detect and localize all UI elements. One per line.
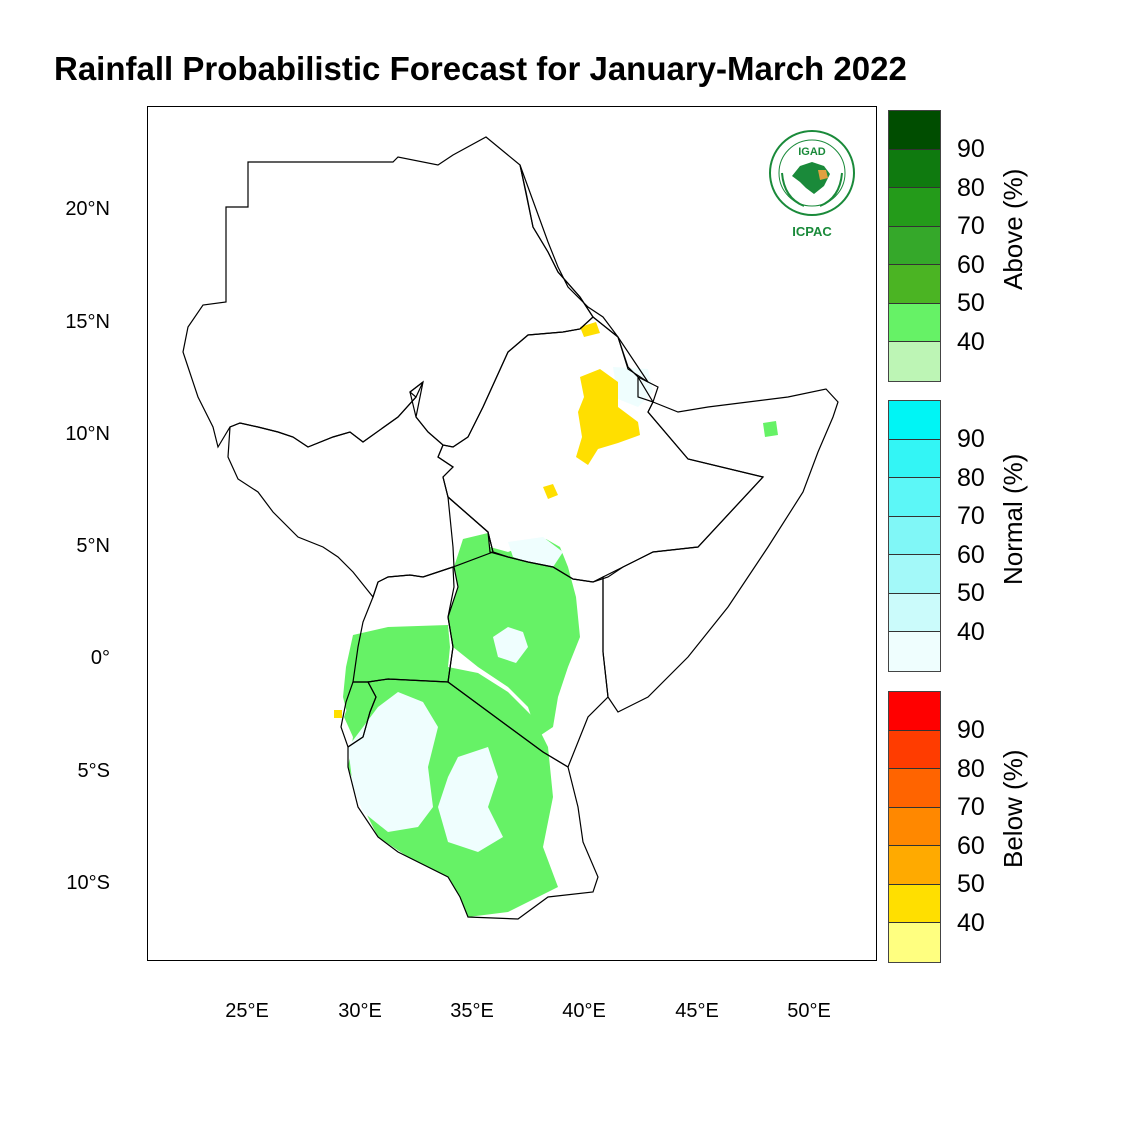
- above-tick: 70: [957, 212, 985, 240]
- below-tick: 40: [957, 909, 985, 937]
- forecast-map: [182, 136, 839, 920]
- lat-tick: 10°N: [65, 423, 110, 445]
- lon-tick: 50°E: [787, 1000, 831, 1022]
- lat-tick: 20°N: [65, 198, 110, 220]
- svg-text:ICPAC: ICPAC: [792, 224, 832, 239]
- below-colorbar: [888, 691, 941, 963]
- below-legend-label: Below (%): [998, 749, 1028, 868]
- sudan-boundary: [182, 136, 594, 449]
- normal-region-tanzania-west: [348, 692, 438, 832]
- lon-tick: 30°E: [338, 1000, 382, 1022]
- colorbar-cell: [889, 149, 940, 188]
- kenya-boundary: [447, 495, 609, 768]
- colorbar-cell: [889, 342, 940, 381]
- normal-tick: 90: [957, 425, 985, 453]
- somalia-boundary: [602, 388, 839, 713]
- colorbar-cell: [889, 692, 940, 731]
- above-tick: 50: [957, 289, 985, 317]
- above-colorbar: [888, 110, 941, 382]
- south-sudan-boundary: [227, 380, 494, 599]
- normal-tick: 80: [957, 464, 985, 492]
- below-normal-region-ethiopia: [576, 369, 640, 465]
- colorbar-cell: [889, 516, 940, 555]
- normal-legend-label: Normal (%): [998, 453, 1028, 585]
- colorbar-cell: [889, 226, 940, 265]
- below-tick: 70: [957, 793, 985, 821]
- below-tick: 50: [957, 870, 985, 898]
- above-tick: 80: [957, 174, 985, 202]
- colorbar-cell: [889, 303, 940, 342]
- below-tick: 90: [957, 716, 985, 744]
- lat-tick: 5°S: [77, 760, 110, 782]
- normal-region-tanzania-center: [438, 747, 503, 852]
- lat-tick: 5°N: [76, 535, 110, 557]
- map-panel: [147, 106, 877, 961]
- below-normal-region-eritrea: [580, 322, 600, 337]
- below-normal-region-lake: [334, 710, 342, 718]
- above-tick: 90: [957, 135, 985, 163]
- colorbar-cell: [889, 730, 940, 769]
- normal-tick: 50: [957, 579, 985, 607]
- country-boundaries: [182, 136, 839, 920]
- eritrea-boundary: [519, 164, 649, 383]
- above-tick: 40: [957, 328, 985, 356]
- normal-colorbar: [888, 400, 941, 672]
- normal-tick: 70: [957, 502, 985, 530]
- normal-tick: 40: [957, 618, 985, 646]
- colorbar-cell: [889, 807, 940, 846]
- colorbar-cell: [889, 439, 940, 478]
- normal-region-ethiopia-east: [613, 367, 653, 407]
- colorbar-cell: [889, 593, 940, 632]
- colorbar-cell: [889, 846, 940, 885]
- lon-tick: 45°E: [675, 1000, 719, 1022]
- colorbar-cell: [889, 769, 940, 808]
- above-normal-region-somalia: [763, 421, 778, 437]
- colorbar-cell: [889, 111, 940, 150]
- colorbar-cell: [889, 555, 940, 594]
- colorbar-cell: [889, 923, 940, 962]
- lon-tick: 25°E: [225, 1000, 269, 1022]
- colorbar-cell: [889, 265, 940, 304]
- colorbar-cell: [889, 188, 940, 227]
- colorbar-cell: [889, 478, 940, 517]
- lon-tick: 35°E: [450, 1000, 494, 1022]
- above-legend-label: Above (%): [998, 168, 1028, 290]
- normal-region-kenya-north: [508, 537, 563, 567]
- above-tick: 60: [957, 251, 985, 279]
- uganda-boundary: [352, 566, 455, 683]
- below-tick: 60: [957, 832, 985, 860]
- lat-tick: 15°N: [65, 311, 110, 333]
- below-tick: 80: [957, 755, 985, 783]
- igad-icpac-logo: IGAD ICPAC: [769, 130, 855, 239]
- colorbar-cell: [889, 401, 940, 440]
- lon-tick: 40°E: [562, 1000, 606, 1022]
- normal-tick: 60: [957, 541, 985, 569]
- map-title: Rainfall Probabilistic Forecast for Janu…: [54, 50, 907, 87]
- colorbar-cell: [889, 632, 940, 671]
- colorbar-cell: [889, 884, 940, 923]
- lat-tick: 10°S: [66, 872, 110, 894]
- lat-tick: 0°: [90, 647, 110, 669]
- svg-text:IGAD: IGAD: [798, 146, 826, 158]
- normal-region-uganda: [493, 627, 528, 663]
- tanzania-boundary: [347, 678, 599, 920]
- below-normal-region-ethiopia-south: [543, 484, 558, 499]
